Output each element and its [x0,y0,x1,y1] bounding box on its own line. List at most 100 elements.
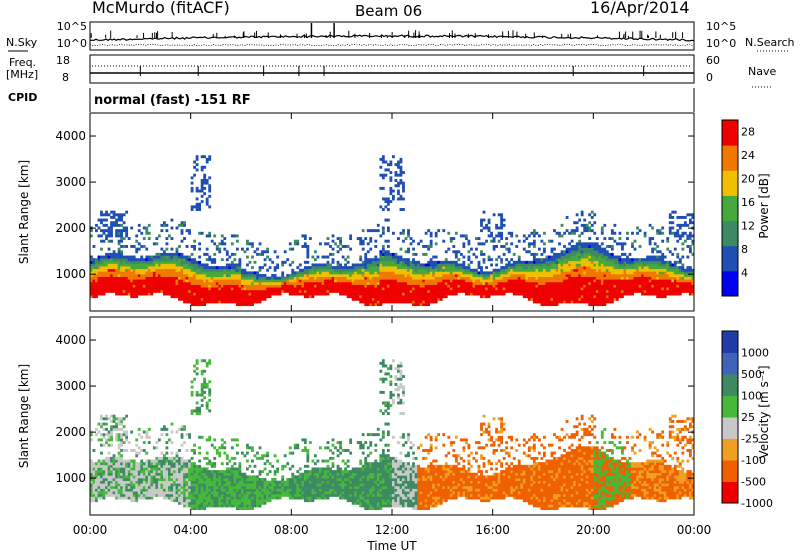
velocity-cell [127,483,131,487]
power-cell [671,271,675,275]
power-cell [522,239,526,243]
power-cell [548,303,551,307]
power-cell [110,268,113,272]
velocity-cell [120,472,124,476]
power-cell [198,263,202,267]
power-cell [105,289,108,293]
power-cell [392,260,395,264]
velocity-cell [107,417,111,421]
power-cell [200,200,204,204]
power-cell [678,223,682,227]
power-cell [610,271,614,275]
power-cell [256,271,259,275]
power-cell [341,274,345,277]
power-cell [389,289,393,293]
power-cell [160,229,164,233]
power-cell [205,297,209,301]
power-cell [193,276,196,280]
power-cell [663,287,667,291]
power-cell [205,234,209,238]
power-cell [648,266,652,270]
power-cell [381,289,385,293]
power-cell [522,247,526,251]
velocity-cell [122,430,126,434]
power-cell [548,274,551,277]
power-cell [392,258,395,262]
power-cell [656,287,660,291]
power-cell [646,260,649,264]
power-cell [414,276,418,280]
nsky-ytick-top: 10^5 [57,20,87,33]
power-cell [137,268,141,272]
power-cell [145,266,149,270]
velocity-cell [132,483,136,487]
power-cell [555,268,559,272]
power-cell [424,289,428,293]
power-cell [321,263,325,267]
power-cell [681,271,685,275]
power-cell [532,239,536,243]
velocity-cell [112,478,116,481]
power-cell [122,226,126,230]
power-cell [603,258,607,262]
power-cell [583,300,587,304]
power-cell [422,292,426,296]
power-cell [319,263,322,267]
power-cell [666,239,670,243]
power-cell [147,268,151,272]
power-cell [185,268,189,272]
velocity-cell [120,427,124,431]
power-cell [251,245,254,248]
power-cell [419,289,423,293]
power-cell [434,284,438,288]
power-cell [631,231,634,235]
power-cell [595,255,599,259]
velocity-cell [122,417,126,421]
velocity-cell [132,499,136,503]
power-cell [626,255,629,259]
power-cell [560,289,564,293]
power-cell [326,289,330,293]
power-cell [173,289,176,293]
power-cell [618,271,622,275]
power-cell [600,300,604,304]
power-cell [308,289,312,293]
power-cell [137,266,141,270]
power-cell [230,292,234,296]
velocity-cell [92,488,96,492]
power-cell [485,266,488,270]
power-cell [110,215,113,219]
power-cell [651,276,655,280]
power-cell [384,281,388,285]
power-cell [580,252,584,256]
power-cell [392,297,395,301]
power-cell [303,237,307,241]
power-cell [535,252,539,256]
velocity-cell [112,425,116,429]
power-cell [188,268,191,272]
velocity-cell [105,441,108,445]
power-cell [208,255,212,259]
velocity-cell [97,470,101,474]
power-cell [487,287,491,291]
velocity-cell [115,422,118,426]
power-cell [537,281,541,285]
power-cell [308,284,312,288]
power-cell [540,300,544,304]
power-cell [671,287,675,291]
power-cell [379,274,383,277]
power-cell [376,266,380,270]
power-cell [588,255,592,259]
velocity-cell [132,449,136,452]
power-cell [381,281,385,285]
power-cell [261,297,264,301]
power-cell [653,287,657,291]
power-cell [615,255,619,259]
power-cell [173,279,176,283]
velocity-cell [100,467,103,471]
power-cell [205,281,209,285]
power-cell [626,289,629,293]
power-cell [376,271,380,275]
power-cell [220,258,224,262]
power-cell [558,234,561,238]
